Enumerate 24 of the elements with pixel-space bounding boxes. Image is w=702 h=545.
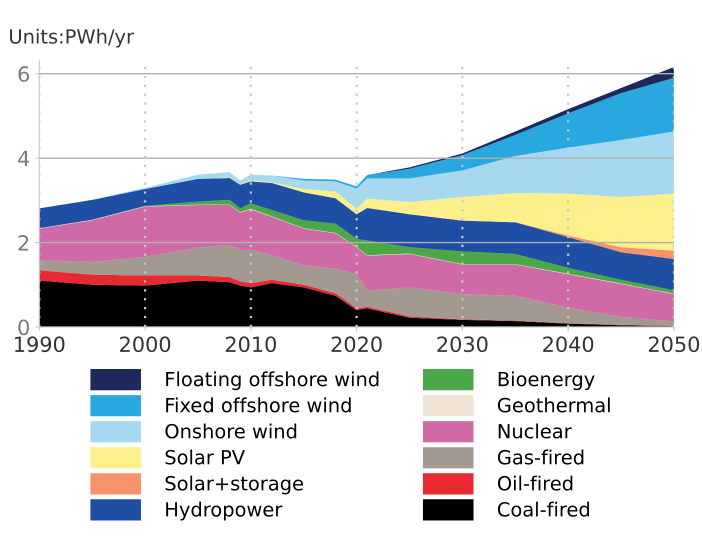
legend-label: Bioenergy <box>498 371 595 390</box>
y-tick-label: 0 <box>18 319 29 336</box>
legend-label: Oil-fired <box>498 476 572 491</box>
legend-label: Geothermal <box>498 397 610 412</box>
legend-label: Floating offshore wind <box>166 371 378 390</box>
legend-label: Hydropower <box>166 502 282 520</box>
y-tick-label: 4 <box>18 150 30 166</box>
x-tick-label: 2010 <box>226 336 276 352</box>
y-tick-label: 6 <box>18 66 29 82</box>
x-tick-label: 1990 <box>15 336 64 352</box>
legend-label: Onshore wind <box>165 423 296 439</box>
x-tick-label: 2030 <box>437 336 488 352</box>
x-tick-label: 2050 <box>648 336 700 352</box>
x-tick-label: 2000 <box>120 336 170 352</box>
legend-label: Coal-fired <box>498 502 589 517</box>
legend-label: Gas-fired <box>498 450 584 465</box>
x-tick-label: 2040 <box>543 336 594 352</box>
legend-label: Solar+storage <box>166 476 303 494</box>
legend-label: Solar PV <box>166 450 245 465</box>
chart-title: Units:PWh/yr <box>10 28 134 48</box>
legend-label: Fixed offshore wind <box>166 397 351 412</box>
x-tick-label: 2020 <box>332 336 382 352</box>
legend-label: Nuclear <box>498 423 572 439</box>
y-tick-label: 2 <box>18 235 28 250</box>
